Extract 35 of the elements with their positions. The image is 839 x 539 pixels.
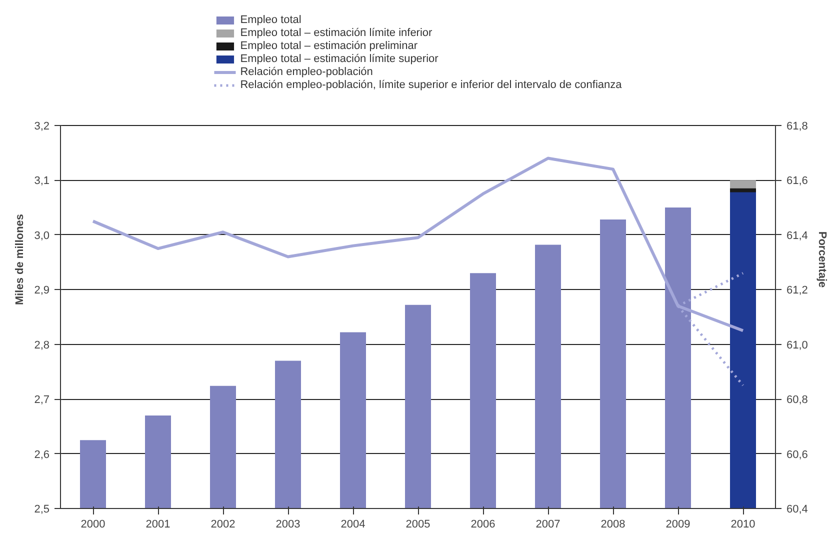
x-tick-label: 2009 [666, 518, 690, 530]
y-tick-label: 3,2 [34, 120, 50, 132]
y2-tick-label: 61,6 [786, 175, 808, 188]
y2-axis-title: Porcentaje [816, 231, 828, 288]
y2-tick-label: 60,4 [786, 504, 808, 516]
x-tick-label: 2010 [730, 518, 756, 530]
legend-label: Empleo total – estimación límite superior [240, 53, 438, 65]
legend-label: Empleo total – estimación límite inferior [240, 27, 432, 39]
y2-tick-label: 61,0 [786, 339, 808, 352]
y-tick-label: 2,8 [34, 339, 50, 352]
legend-label: Relación empleo-población [240, 66, 373, 78]
y2-tick-label: 61,4 [786, 230, 808, 242]
y2-tick-label: 61,8 [786, 120, 808, 132]
x-tick-label: 2001 [146, 518, 170, 530]
y2-tick-label: 61,2 [786, 284, 808, 297]
y-tick-label: 2,7 [34, 394, 50, 406]
x-tick-label: 2002 [210, 518, 236, 530]
legend-label: Empleo total [240, 14, 302, 26]
y-tick-label: 2,6 [34, 448, 50, 461]
x-tick-label: 2007 [536, 518, 560, 530]
y-axis-title: Miles de millones [14, 214, 26, 306]
legend-label: Relación empleo-población, límite superior e inferior del intervalo de confianza [240, 79, 622, 91]
x-tick-label: 2004 [340, 518, 366, 530]
x-tick-label: 2006 [470, 518, 496, 530]
y2-tick-label: 60,8 [786, 394, 808, 406]
y2-tick-label: 60,6 [786, 448, 808, 461]
x-tick-label: 2003 [276, 518, 300, 530]
x-tick-label: 2005 [406, 518, 430, 530]
y-tick-label: 2,5 [34, 504, 50, 516]
x-tick-label: 2000 [80, 518, 106, 530]
y-tick-label: 3,1 [34, 175, 50, 188]
legend-label: Empleo total – estimación preliminar [240, 40, 418, 52]
x-tick-label: 2008 [600, 518, 626, 530]
y-tick-label: 3,0 [34, 230, 50, 242]
y-tick-label: 2,9 [34, 284, 50, 297]
